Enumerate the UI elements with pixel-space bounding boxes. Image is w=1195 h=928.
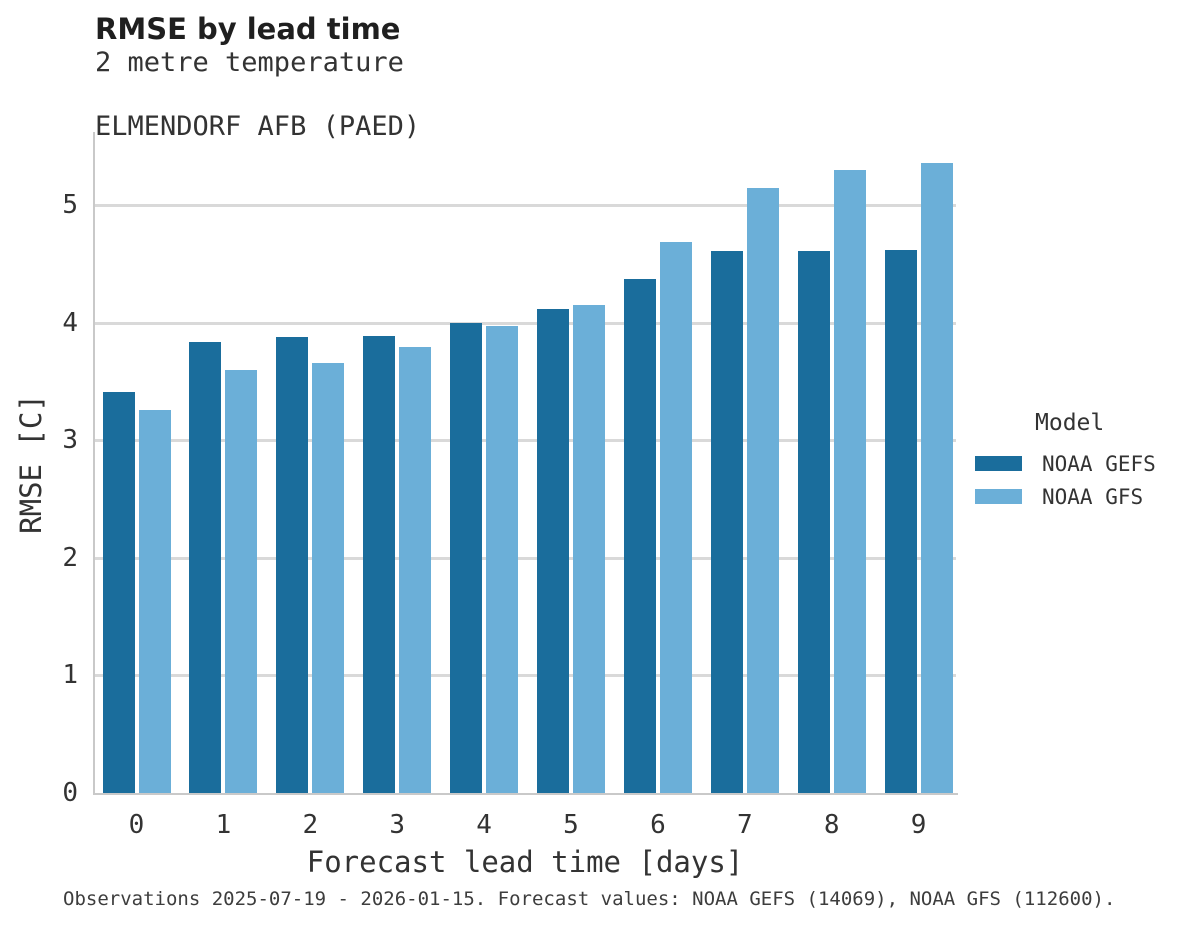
grid-line [93,439,956,443]
x-tick-label: 6 [650,810,666,840]
y-axis-title: RMSE [C] [14,394,48,534]
bar-noaa-gfs [399,347,432,793]
y-tick-label: 2 [62,542,78,573]
bar-noaa-gfs [225,369,258,793]
bar-noaa-gfs [833,169,866,793]
grid-line [93,674,956,678]
x-tick-label: 7 [736,810,753,840]
bar-noaa-gfs [486,326,519,793]
x-tick-label: 9 [910,810,927,840]
grid-line [93,556,956,560]
bar-noaa-gefs [276,336,309,793]
bar-noaa-gfs [138,409,171,793]
x-axis-title: Forecast lead time [days] [306,845,744,879]
x-tick-label: 5 [563,810,579,840]
bar-noaa-gfs [573,305,605,793]
legend-swatch-gfs [975,489,1022,504]
y-tick-label: 5 [62,190,78,221]
bar-noaa-gefs [450,322,483,793]
x-tick-label: 8 [823,810,840,840]
legend-label: NOAA GFS [1042,485,1144,509]
bar-noaa-gfs [920,162,953,793]
x-tick-label: 2 [302,810,319,840]
bar-noaa-gefs [710,251,743,793]
y-tick-label: 1 [62,660,78,691]
bar-noaa-gefs [797,251,830,793]
bar-noaa-gfs [746,187,779,793]
x-tick-label: 1 [215,810,232,840]
bar-noaa-gefs [363,335,396,793]
bar-noaa-gefs [189,341,222,793]
y-tick-label: 0 [62,778,78,808]
y-tick-label: 4 [62,307,78,338]
legend-title: Model [1035,410,1105,436]
caption: Observations 2025-07-19 - 2026-01-15. Fo… [63,888,1116,910]
y-tick-label: 3 [62,425,78,456]
plot-area [93,130,958,795]
bar-noaa-gfs [659,241,692,793]
y-axis-line [93,132,95,793]
x-axis-line [93,793,958,795]
x-tick-label: 4 [476,810,492,840]
subtitle-line-2: ELMENDORF AFB (PAED) [95,111,421,142]
bar-noaa-gefs [623,279,656,793]
bar-noaa-gfs [312,362,345,793]
subtitle-line-1: 2 metre temperature [95,47,404,78]
chart-title: RMSE by lead time [95,12,401,46]
legend-swatch-gefs [975,456,1022,471]
bar-noaa-gefs [537,308,569,793]
chart-subtitle: 2 metre temperature ELMENDORF AFB (PAED) [95,47,420,143]
legend-label: NOAA GEFS [1042,452,1156,476]
grid-line [93,321,956,325]
x-tick-label: 3 [389,810,406,840]
bar-noaa-gefs [102,392,135,793]
x-tick-label: 0 [128,810,145,840]
grid-line [93,204,956,208]
bar-noaa-gefs [884,249,917,793]
